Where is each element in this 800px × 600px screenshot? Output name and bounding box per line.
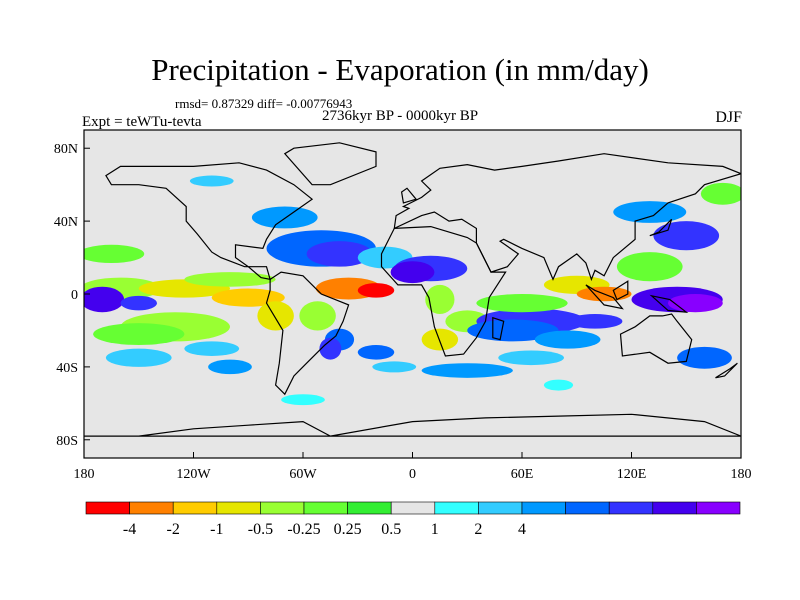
contour-region [390, 261, 435, 284]
coastline [585, 284, 624, 310]
lat-tick-label: 80S [56, 434, 78, 449]
contour-region [372, 361, 417, 373]
lon-tick-label: 0 [409, 467, 416, 482]
contour-region [498, 350, 564, 366]
contour-region [184, 272, 276, 287]
colorbar-label: 0.5 [381, 521, 401, 538]
colorbar-label: -2 [167, 521, 180, 538]
colorbar-swatch [390, 501, 436, 515]
contour-region [120, 295, 157, 311]
contour-region [299, 301, 336, 331]
season-label: DJF [715, 109, 742, 126]
coastline [84, 413, 741, 437]
colorbar-label: 4 [518, 521, 526, 538]
period-label: 2736kyr BP - 0000kyr BP [322, 108, 479, 124]
contour-region [677, 346, 732, 369]
contour-region [281, 394, 325, 406]
contour-region [184, 341, 240, 356]
colorbar-swatch [565, 501, 610, 515]
contour-region [425, 284, 455, 315]
coastline [492, 316, 505, 341]
contour-region [84, 244, 145, 264]
contour-region [357, 345, 395, 360]
contour-region [357, 283, 395, 298]
coastline [649, 294, 689, 314]
coastline [400, 187, 418, 204]
colorbar-label: -0.5 [248, 521, 273, 538]
contour-region [306, 241, 373, 267]
coastline [715, 362, 738, 379]
coastline [105, 162, 314, 281]
lon-tick-label: 120E [617, 467, 647, 482]
contour-region [567, 314, 623, 329]
colorbar-swatch [478, 501, 523, 515]
colorbar-swatch [216, 501, 261, 515]
colorbar-label: -0.25 [287, 521, 320, 538]
chart-title: Precipitation - Evaporation (in mm/day) [151, 52, 649, 87]
lon-tick-label: 60W [289, 467, 317, 482]
colorbar-swatch [696, 501, 741, 515]
colorbar-label: 0.25 [334, 521, 362, 538]
coastline [393, 153, 741, 282]
coastline [649, 218, 673, 237]
contour-region [653, 221, 720, 251]
contour-region [319, 337, 342, 360]
contour-region [84, 286, 125, 313]
contour-region [613, 201, 687, 223]
colorbar-swatch [129, 501, 174, 515]
colorbar-label: -4 [123, 521, 136, 538]
contour-region [668, 294, 723, 313]
contour-region [208, 359, 252, 375]
longitude-axis: 180 120W 60W 0 60E 120E 180 [74, 452, 752, 482]
colorbar-swatch [434, 501, 479, 515]
colorbar: -4 -2 -1 -0.5 -0.25 0.25 0.5 1 2 4 [85, 501, 741, 538]
coastline [612, 280, 629, 301]
contour-region [189, 175, 234, 187]
lat-tick-label: 0 [71, 288, 78, 303]
colorbar-label: 1 [431, 521, 439, 538]
lon-tick-label: 120W [176, 467, 211, 482]
lat-tick-label: 40N [54, 215, 78, 230]
coastline [619, 313, 693, 364]
contour-region [421, 363, 513, 378]
coastline [380, 225, 507, 357]
colorbar-swatch [347, 501, 392, 515]
lon-tick-label: 180 [74, 467, 95, 482]
contour-region [467, 319, 559, 342]
colorbar-swatch [172, 501, 218, 515]
colorbar-label: 2 [474, 521, 482, 538]
contour-region [543, 379, 574, 391]
lat-tick-label: 80N [54, 142, 78, 157]
coastlines [84, 142, 741, 437]
coastline [283, 142, 377, 186]
lon-tick-label: 180 [731, 467, 752, 482]
contour-region [257, 301, 294, 331]
contour-region [476, 294, 568, 313]
contour-region [421, 328, 459, 351]
colorbar-label: -1 [210, 521, 223, 538]
colorbar-swatch [260, 501, 305, 515]
lon-tick-label: 60E [511, 467, 534, 482]
latitude-axis: 80N 40N 0 40S 80S [54, 142, 90, 449]
colorbar-swatch [85, 501, 130, 515]
contour-region [700, 182, 741, 205]
stats-label: rmsd= 0.87329 diff= -0.00776943 [175, 96, 353, 111]
contour-region [93, 323, 185, 346]
lat-tick-label: 40S [56, 361, 78, 376]
contour-region [251, 206, 318, 229]
colorbar-swatch [652, 501, 697, 515]
contour-region [534, 330, 601, 349]
contour-region [616, 252, 683, 282]
precip-field [84, 175, 741, 406]
experiment-label: Expt = teWTu-tevta [82, 114, 202, 130]
contour-region [105, 348, 172, 367]
coastline [265, 271, 350, 396]
colorbar-swatch [608, 501, 654, 515]
colorbar-swatch [303, 501, 348, 515]
colorbar-swatch [521, 501, 566, 515]
